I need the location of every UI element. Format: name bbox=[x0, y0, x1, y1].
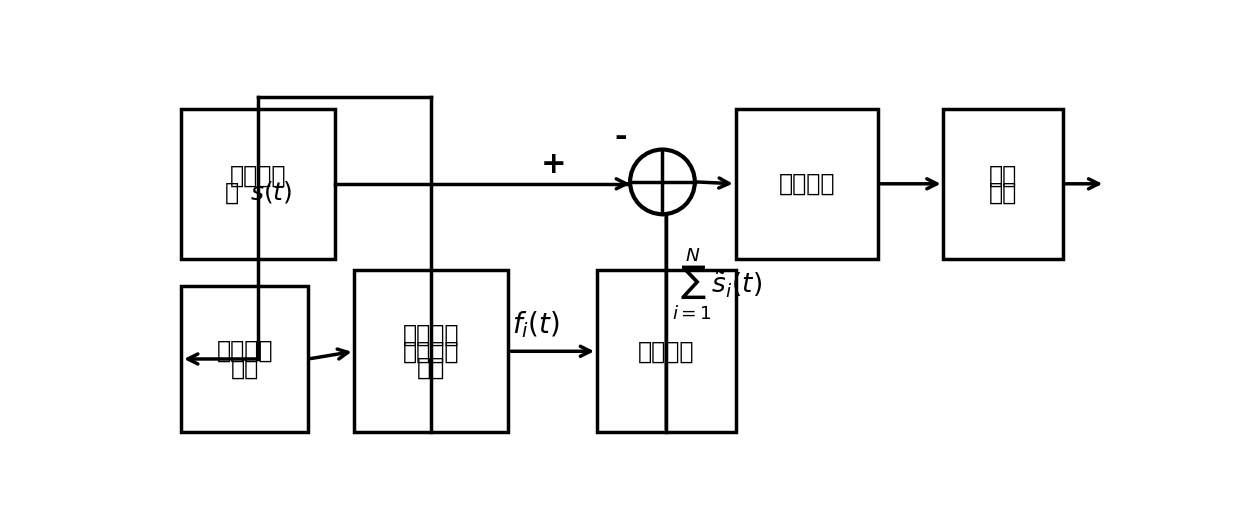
Text: 增强: 增强 bbox=[990, 163, 1017, 188]
Text: 多分量信: 多分量信 bbox=[229, 163, 286, 188]
Circle shape bbox=[630, 150, 694, 214]
Text: $f_i(t)$: $f_i(t)$ bbox=[512, 309, 560, 340]
Bar bbox=[181, 286, 309, 432]
Text: +: + bbox=[541, 150, 565, 179]
Bar bbox=[181, 109, 335, 259]
Text: 特征提取: 特征提取 bbox=[779, 172, 835, 196]
Text: 时频信息: 时频信息 bbox=[403, 339, 460, 363]
Text: 时频分布: 时频分布 bbox=[217, 339, 273, 363]
Bar bbox=[944, 109, 1063, 259]
Text: $s(t)$: $s(t)$ bbox=[250, 179, 293, 205]
Bar bbox=[596, 270, 735, 432]
Bar bbox=[735, 109, 878, 259]
Text: $\sum_{i=1}^{N}\tilde{s}_i(t)$: $\sum_{i=1}^{N}\tilde{s}_i(t)$ bbox=[672, 245, 763, 321]
Bar bbox=[355, 270, 508, 432]
Text: 计算: 计算 bbox=[231, 355, 259, 379]
Text: -: - bbox=[615, 123, 627, 153]
Text: 时变滤波: 时变滤波 bbox=[639, 339, 694, 363]
Text: 提取: 提取 bbox=[418, 356, 445, 380]
Text: 信号分量: 信号分量 bbox=[403, 322, 460, 346]
Text: 号: 号 bbox=[224, 180, 247, 204]
Text: 特征: 特征 bbox=[990, 180, 1017, 204]
